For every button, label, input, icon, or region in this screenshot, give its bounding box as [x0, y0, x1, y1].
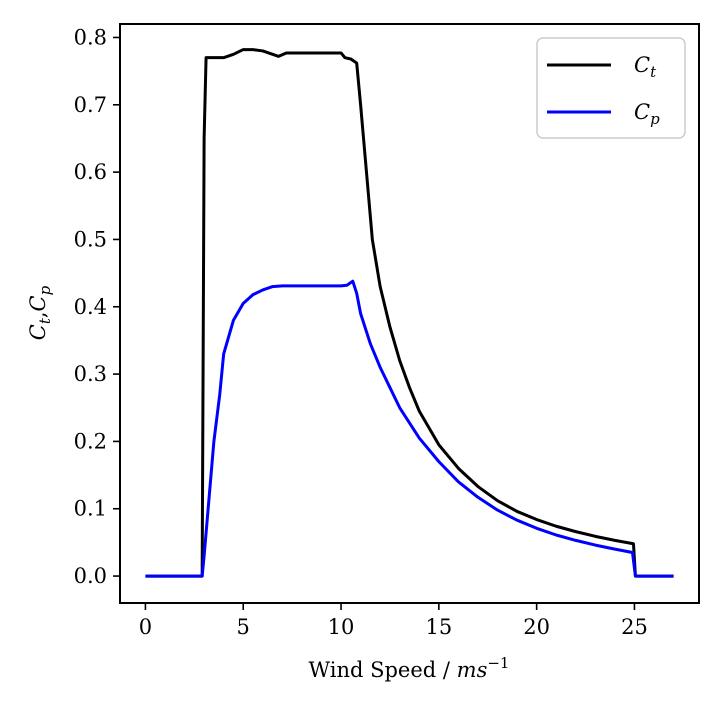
x-tick-label: 10 [328, 615, 355, 639]
x-tick-label: 0 [139, 615, 152, 639]
plot-lines [145, 48, 674, 578]
y-tick-label: 0.3 [74, 362, 107, 386]
x-axis-label: Wind Speed / ms−1 [309, 654, 510, 682]
y-tick-label: 0.5 [74, 227, 107, 251]
y-tick-label: 0.7 [74, 93, 107, 117]
x-axis-label-text: Wind Speed / [309, 658, 457, 682]
y-ticks: 0.0 0.1 0.2 0.3 0.4 0.5 0.6 0.7 0.8 [74, 25, 120, 588]
x-tick-label: 15 [425, 615, 452, 639]
x-axis-label-unit: ms [457, 658, 488, 682]
y-tick-label: 0.0 [74, 564, 107, 588]
legend-label-p: Cp [634, 100, 660, 128]
y-axis-label: Ct,Cp [26, 285, 54, 340]
y-tick-label: 0.4 [74, 295, 107, 319]
y-tick-label: 0.6 [74, 160, 107, 184]
x-tick-label: 5 [237, 615, 250, 639]
legend: Ct Cp [536, 37, 686, 139]
legend-box [536, 37, 686, 139]
x-tick-label: 25 [621, 615, 648, 639]
y-tick-label: 0.2 [74, 429, 107, 453]
legend-label-t: Ct [634, 53, 657, 81]
x-tick-label: 20 [523, 615, 550, 639]
x-ticks: 0 5 10 15 20 25 [139, 603, 648, 639]
plot-frame [119, 23, 700, 604]
series-line-p [145, 279, 674, 578]
series-line-t [145, 48, 674, 578]
x-axis-label-exponent: −1 [487, 654, 509, 672]
y-tick-label: 0.1 [74, 497, 107, 521]
y-tick-label: 0.8 [74, 25, 107, 49]
